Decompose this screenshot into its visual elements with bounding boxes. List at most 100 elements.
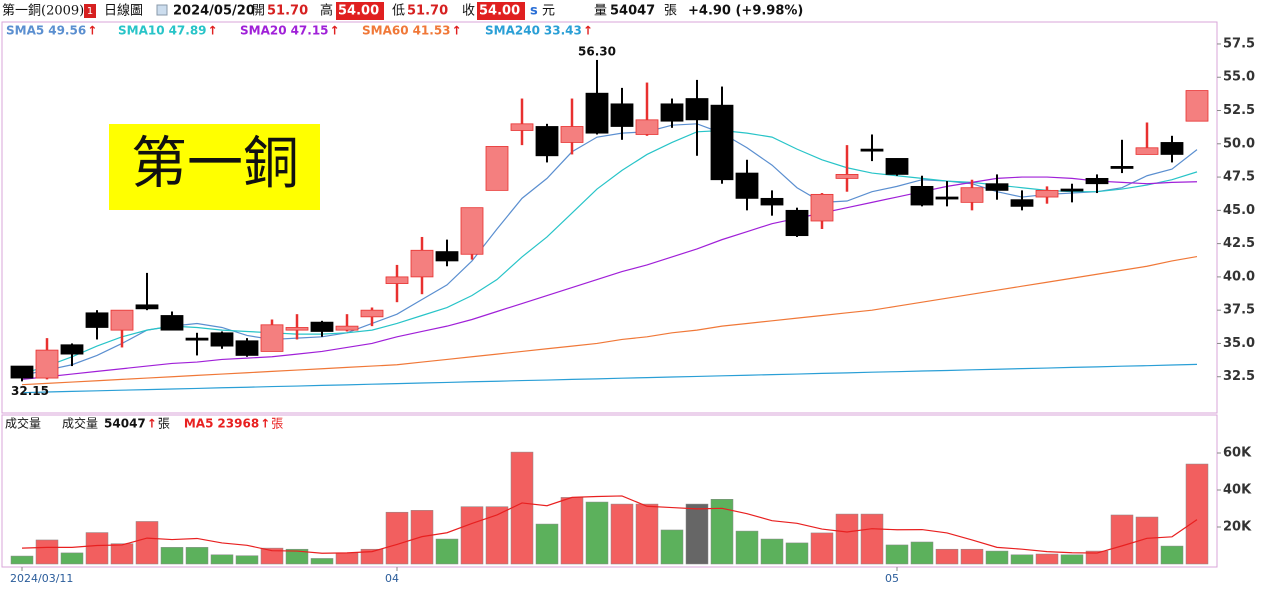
volume-bar: [1185, 463, 1209, 565]
y-tick-label: 60K: [1223, 446, 1252, 461]
candle-body: [360, 309, 384, 318]
s-mark: s: [530, 4, 538, 19]
x-tick-label: 04: [385, 572, 399, 585]
candle-body: [910, 185, 934, 206]
annotation-box: [109, 124, 320, 210]
candle-body: [710, 104, 734, 181]
volume-bar: [485, 506, 509, 565]
candle-body: [985, 183, 1009, 191]
candle-body: [210, 332, 234, 347]
volume-bar: [935, 548, 959, 565]
open: 51.70: [267, 4, 308, 19]
volume-bar: [535, 523, 559, 565]
legend-arrow: ↑: [330, 24, 340, 38]
volume-bar: [960, 548, 984, 565]
close: 54.00: [479, 4, 520, 19]
candle-body: [1035, 189, 1059, 198]
volume-bar: [760, 538, 784, 565]
volume-bar: [235, 555, 259, 565]
candle-body: [535, 126, 559, 157]
volume-bar: [135, 521, 159, 565]
change: +4.90 (+9.98%): [688, 4, 803, 19]
ma-line: [21, 176, 1198, 380]
legend-name: SMA60: [362, 24, 409, 38]
y-tick-label: 52.5: [1223, 103, 1255, 118]
y-tick-label: 50.0: [1223, 136, 1255, 151]
x-tick-label: 05: [885, 572, 899, 585]
candle-body: [560, 126, 584, 143]
candle-body: [1160, 142, 1184, 155]
icon: [156, 4, 168, 16]
y-tick-label: 45.0: [1223, 203, 1255, 218]
volume-bar: [435, 538, 459, 565]
legend-unit: 張: [271, 417, 283, 431]
volume-bar: [1035, 553, 1059, 565]
y-tick-label: 37.5: [1223, 303, 1255, 318]
legend-arrow: ↑: [208, 24, 218, 38]
candle-body: [785, 209, 809, 237]
candle-body: [185, 337, 209, 341]
open-label: 開: [252, 4, 265, 19]
candle-body: [610, 103, 634, 127]
low-label: 32.15: [11, 384, 49, 398]
legend-value: 54047: [104, 417, 146, 431]
volume-label: 量: [594, 4, 607, 19]
x-tick-label: 2024/03/11: [10, 572, 73, 585]
candle-body: [60, 344, 84, 355]
legend-value: 41.53: [413, 24, 451, 38]
candle-body: [260, 324, 284, 352]
candle-body: [935, 196, 959, 200]
candle-body: [810, 193, 834, 222]
y-tick-label: 40K: [1223, 483, 1252, 498]
volume-unit: 張: [664, 4, 677, 19]
volume-bar: [710, 499, 734, 565]
volume-bar: [560, 497, 584, 565]
candle-body: [335, 325, 359, 331]
legend-value: 23968: [217, 417, 259, 431]
legend-value: 33.43: [544, 24, 582, 38]
y-tick-label: 47.5: [1223, 170, 1255, 185]
low-label: 低: [392, 4, 405, 19]
y-tick-label: 42.5: [1223, 236, 1255, 251]
candle-body: [1185, 90, 1209, 122]
low: 51.70: [407, 4, 448, 19]
candle-body: [160, 315, 184, 331]
plot: 32.5 35.0 37.5 40.0 42.5 45.0 47.5 50.0 52.5 55.0…: [5, 24, 1255, 586]
candle-body: [485, 146, 509, 191]
legend-value: 47.15: [291, 24, 329, 38]
legend-name: SMA20: [240, 24, 287, 38]
candle-body: [35, 349, 59, 379]
volume-bar: [635, 503, 659, 565]
volume-bar: [110, 543, 134, 565]
badge: 1: [87, 6, 93, 17]
volume-bar: [685, 503, 709, 565]
volume-bar: [585, 501, 609, 565]
candle-body: [960, 187, 984, 203]
volume-bar: [510, 451, 534, 565]
volume-bar: [335, 552, 359, 565]
candle-body: [510, 123, 534, 131]
volume-panel: [1, 414, 1218, 568]
price-panel: [1, 21, 1218, 414]
legend-name: SMA5: [6, 24, 44, 38]
volume-bar: [835, 513, 859, 565]
volume-bar: [910, 541, 934, 565]
candle-body: [635, 119, 659, 135]
candle-body: [1135, 147, 1159, 155]
legend-arrow: ↑: [87, 24, 97, 38]
candle-body: [310, 321, 334, 332]
volume-bar: [385, 511, 409, 565]
volume-bar: [360, 548, 384, 565]
volume-bar: [35, 539, 59, 565]
candle-body: [1085, 177, 1109, 185]
candle-body: [460, 207, 484, 255]
close-box: [477, 2, 525, 20]
volume-bar: [85, 532, 109, 565]
volume-bar: [285, 548, 309, 565]
candle-body: [110, 309, 134, 331]
volume: 54047: [610, 4, 655, 19]
candle-body: [410, 249, 434, 278]
candle-body: [435, 251, 459, 262]
candle-body: [235, 340, 259, 356]
volume-bar: [10, 555, 34, 565]
